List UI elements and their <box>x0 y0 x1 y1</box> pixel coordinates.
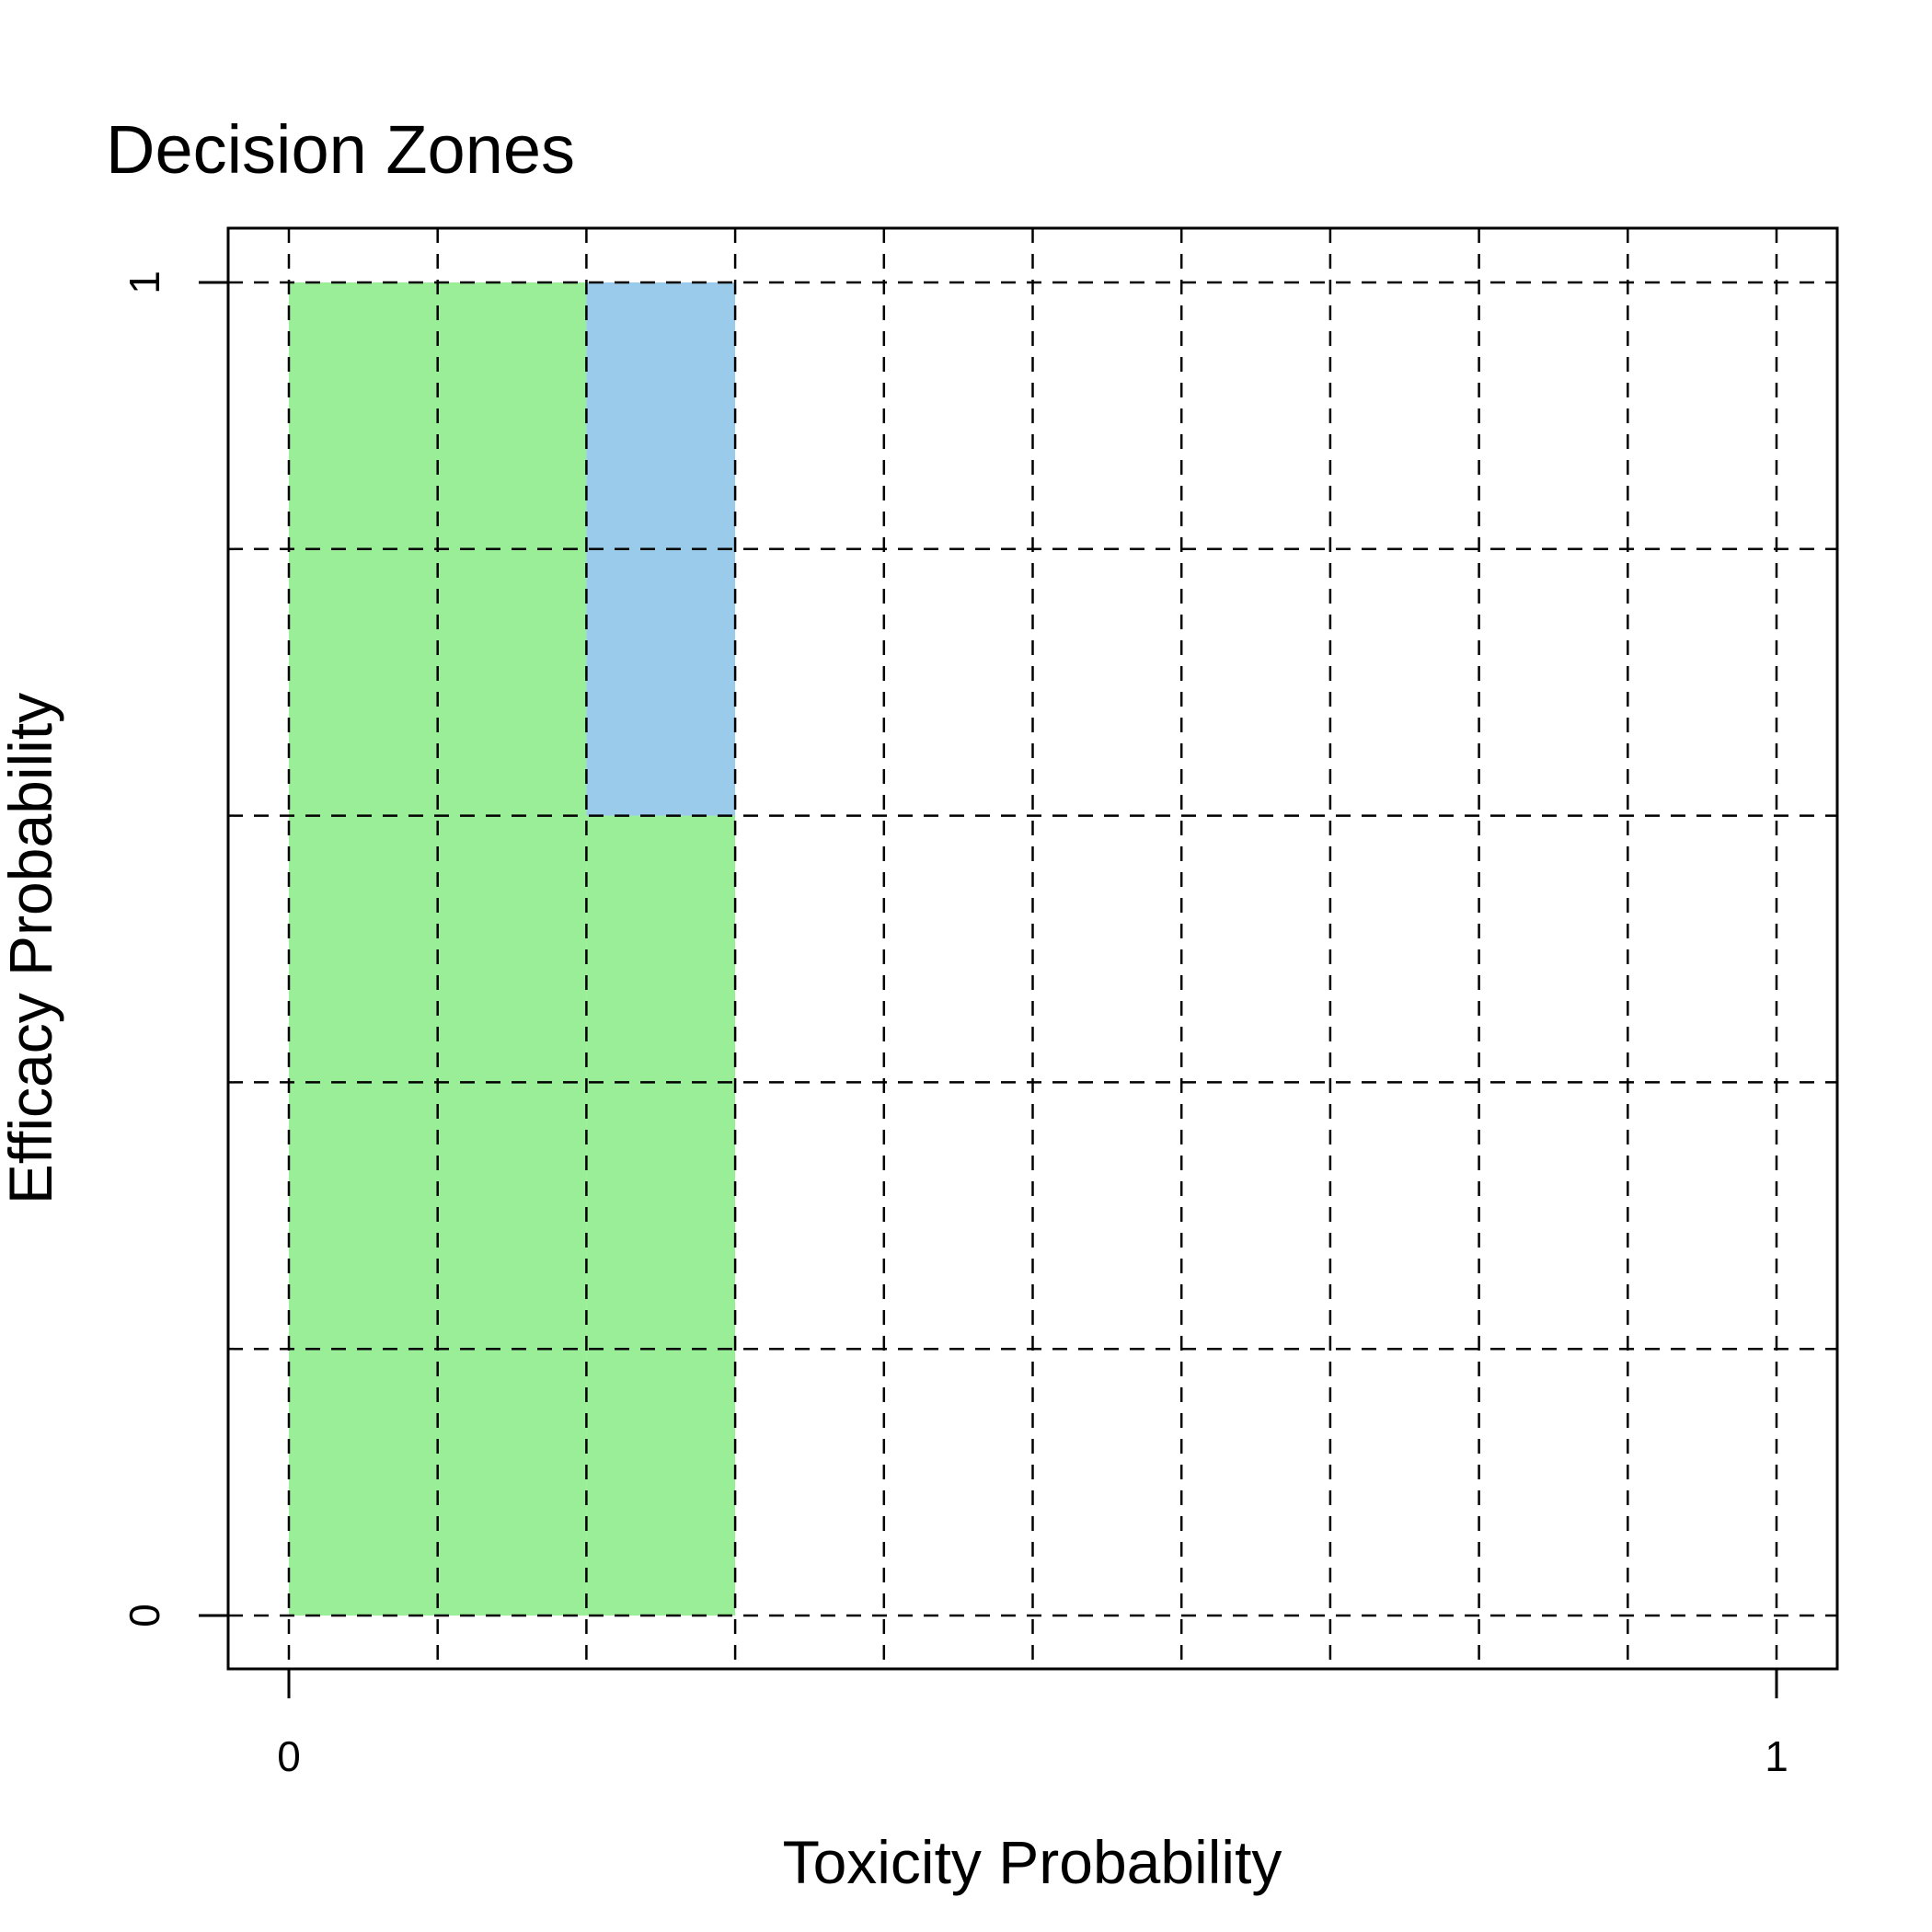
x-tick-label-1: 1 <box>1765 1732 1788 1780</box>
x-axis-label: Toxicity Probability <box>783 1828 1282 1896</box>
grid-layer <box>228 228 1837 1669</box>
zone-green-1 <box>586 815 736 1616</box>
chart-title: Decision Zones <box>106 111 575 188</box>
y-axis-label: Efficacy Probability <box>0 693 64 1204</box>
axes-layer: 0 1 0 1 <box>121 270 1788 1780</box>
plot-frame <box>226 226 1839 1671</box>
zone-blue-2 <box>586 282 736 816</box>
y-tick-label-0: 0 <box>121 1604 168 1627</box>
y-tick-label-1: 1 <box>121 270 168 294</box>
zones-layer <box>289 282 736 1616</box>
x-tick-label-0: 0 <box>277 1732 301 1780</box>
